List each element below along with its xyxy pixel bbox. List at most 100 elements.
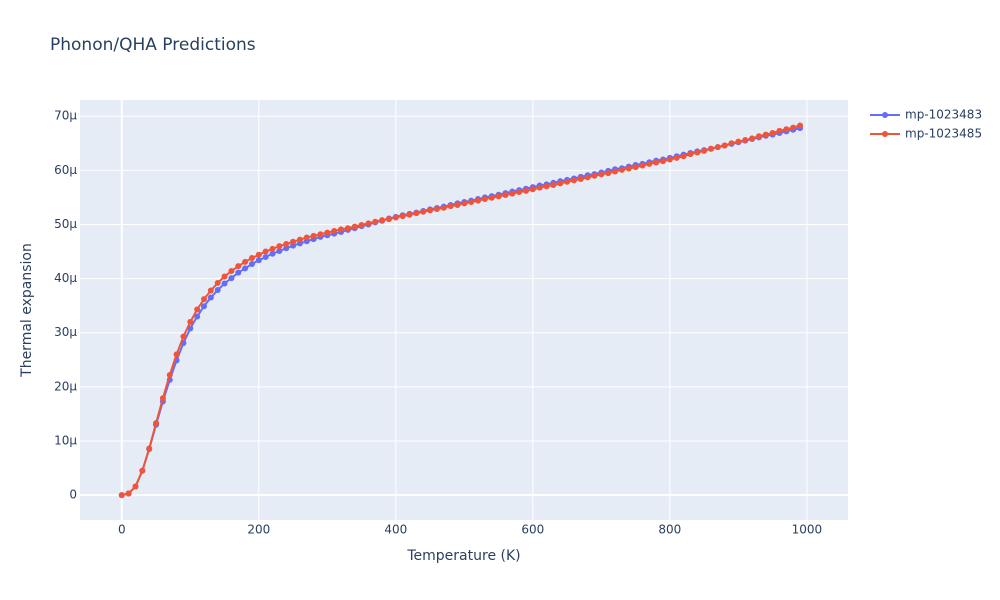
y-tick-label: 50µ xyxy=(54,217,77,231)
data-point xyxy=(598,171,605,178)
data-point xyxy=(673,154,680,161)
data-point xyxy=(146,445,153,452)
data-point xyxy=(680,153,687,160)
data-point xyxy=(591,172,598,179)
data-point xyxy=(461,200,468,207)
data-point xyxy=(762,131,769,138)
data-point xyxy=(714,144,721,151)
data-point xyxy=(502,191,509,198)
data-point xyxy=(385,216,392,223)
data-point xyxy=(543,183,550,190)
data-point xyxy=(331,227,338,234)
data-point xyxy=(166,371,173,378)
data-point xyxy=(207,287,214,294)
data-point xyxy=(440,204,447,211)
data-point xyxy=(214,286,221,293)
data-point xyxy=(666,156,673,163)
y-tick-label: 40µ xyxy=(54,271,77,285)
data-point xyxy=(481,196,488,203)
data-point xyxy=(605,170,612,177)
data-point xyxy=(125,490,132,497)
data-point xyxy=(687,151,694,158)
data-point xyxy=(201,296,208,303)
legend-item: mp-1023483 xyxy=(870,108,982,122)
legend-marker xyxy=(882,112,888,118)
y-tick-label: 0 xyxy=(69,488,77,502)
data-point xyxy=(468,199,475,206)
data-point xyxy=(707,145,714,152)
data-point xyxy=(276,248,283,255)
y-tick-label: 10µ xyxy=(54,433,77,447)
data-point xyxy=(194,306,201,313)
data-point xyxy=(324,229,331,236)
x-tick-label: 800 xyxy=(658,523,681,537)
data-point xyxy=(290,238,297,245)
data-point xyxy=(570,177,577,184)
data-point xyxy=(242,258,249,265)
data-point xyxy=(139,467,146,474)
y-axis-title: Thermal expansion xyxy=(19,243,35,378)
y-tick-label: 60µ xyxy=(54,163,77,177)
data-point xyxy=(132,483,139,490)
data-point xyxy=(797,122,804,129)
data-point xyxy=(523,187,530,194)
data-point xyxy=(584,174,591,181)
data-point xyxy=(372,218,379,225)
data-point xyxy=(228,275,235,282)
data-point xyxy=(153,420,160,427)
data-point xyxy=(221,280,228,287)
data-point xyxy=(618,166,625,173)
data-point xyxy=(447,203,454,210)
x-tick-label: 600 xyxy=(521,523,544,537)
data-point xyxy=(728,140,735,147)
data-point xyxy=(262,253,269,260)
data-point xyxy=(536,184,543,191)
legend-item: mp-1023485 xyxy=(870,127,982,141)
data-point xyxy=(742,137,749,144)
y-tick-label: 20µ xyxy=(54,379,77,393)
data-point xyxy=(488,194,495,201)
data-point xyxy=(721,142,728,149)
data-point xyxy=(235,263,242,270)
data-point xyxy=(639,162,646,169)
data-point xyxy=(283,245,290,252)
data-point xyxy=(550,181,557,188)
data-point xyxy=(632,164,639,171)
data-point xyxy=(269,245,276,252)
data-point xyxy=(769,130,776,137)
data-point xyxy=(454,202,461,208)
data-point xyxy=(221,273,228,280)
data-point xyxy=(194,313,201,320)
data-point xyxy=(207,294,214,301)
data-point xyxy=(351,223,358,230)
data-point xyxy=(248,260,255,267)
data-point xyxy=(516,189,523,196)
data-point xyxy=(612,168,619,175)
data-point xyxy=(214,279,221,286)
data-point xyxy=(255,257,262,264)
data-point xyxy=(159,395,166,402)
series-line xyxy=(121,127,801,497)
data-point xyxy=(564,178,571,185)
y-tick-label: 70µ xyxy=(54,109,77,123)
data-point xyxy=(735,138,742,145)
data-point xyxy=(118,492,125,499)
data-point xyxy=(187,318,194,325)
x-tick-label: 400 xyxy=(384,523,407,537)
data-point xyxy=(344,225,351,232)
data-point xyxy=(646,160,653,167)
data-point xyxy=(653,159,660,166)
x-tick-label: 0 xyxy=(118,523,126,537)
data-point xyxy=(228,268,235,275)
data-point xyxy=(749,135,756,142)
data-point xyxy=(317,231,324,238)
data-point xyxy=(173,351,180,358)
data-point xyxy=(509,190,516,197)
data-point xyxy=(338,226,345,233)
data-point xyxy=(262,248,269,255)
data-point xyxy=(660,158,667,165)
data-point xyxy=(276,243,283,250)
data-point xyxy=(180,333,187,340)
data-point xyxy=(783,126,790,133)
